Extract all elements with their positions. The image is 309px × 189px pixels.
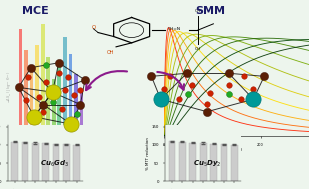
Point [25,76,30,79]
Point [83,78,87,81]
Point [44,64,49,67]
Bar [41,24,44,170]
Point [50,91,55,94]
Text: $-\Delta S_M$ (J kg$^{-1}$ K$^{-1}$): $-\Delta S_M$ (J kg$^{-1}$ K$^{-1}$) [5,71,14,103]
Point [16,86,21,89]
Bar [221,144,227,181]
Text: MCE: MCE [22,6,49,16]
Point [32,115,36,118]
Text: OH: OH [107,50,115,55]
Bar [46,57,50,170]
Point [184,72,189,75]
Point [24,98,29,101]
Point [205,110,210,113]
Text: Cu$_6$Gd$_3$: Cu$_6$Gd$_3$ [40,159,69,169]
Point [242,75,247,78]
Point [41,103,46,106]
Bar [200,143,206,181]
Point [161,87,166,90]
Bar [63,37,67,170]
Bar [69,54,72,170]
Point [62,88,67,91]
Point [72,93,77,96]
Text: Cu$_5$Dy$_2$: Cu$_5$Dy$_2$ [193,159,221,169]
Point [251,87,256,90]
Bar [74,74,78,170]
Point [205,103,210,106]
Text: OH: OH [195,47,201,51]
Point [78,103,83,106]
Bar [32,143,39,181]
Point [262,75,267,78]
Bar [42,143,49,181]
Text: CH=N: CH=N [168,27,181,31]
Bar [11,142,18,181]
X-axis label: v (Hz): v (Hz) [230,148,243,152]
Y-axis label: % MTT reduction: % MTT reduction [146,137,150,170]
Point [186,93,191,96]
Bar [35,45,39,170]
Point [44,81,49,84]
Point [69,123,74,126]
Point [56,71,61,74]
Bar [30,70,33,170]
Bar [210,144,217,181]
Bar [57,62,61,170]
Bar [53,144,59,181]
Point [177,98,182,101]
Text: O: O [92,25,96,30]
Point [56,61,61,64]
Bar [231,145,238,181]
Point [41,110,46,113]
Point [239,98,243,101]
Bar [73,145,80,181]
Point [167,75,172,78]
Point [75,113,80,116]
Bar [189,143,196,181]
Text: OH: OH [195,9,201,13]
Point [28,66,33,69]
Point [208,91,213,94]
Point [226,83,231,86]
Point [226,93,231,96]
Bar [24,50,28,170]
Point [66,76,70,79]
Point [251,98,256,101]
Bar [169,141,176,181]
Point [78,88,83,91]
Point [36,96,41,99]
Bar [179,142,186,181]
Point [59,108,64,111]
Point [189,83,194,86]
Bar [52,79,56,170]
Bar [80,90,83,170]
Point [50,101,55,104]
Point [158,98,163,101]
Point [149,75,154,78]
Bar [22,142,28,181]
Text: SMM: SMM [195,6,225,16]
Bar [19,29,22,170]
Point [226,72,231,75]
Bar [63,145,70,181]
